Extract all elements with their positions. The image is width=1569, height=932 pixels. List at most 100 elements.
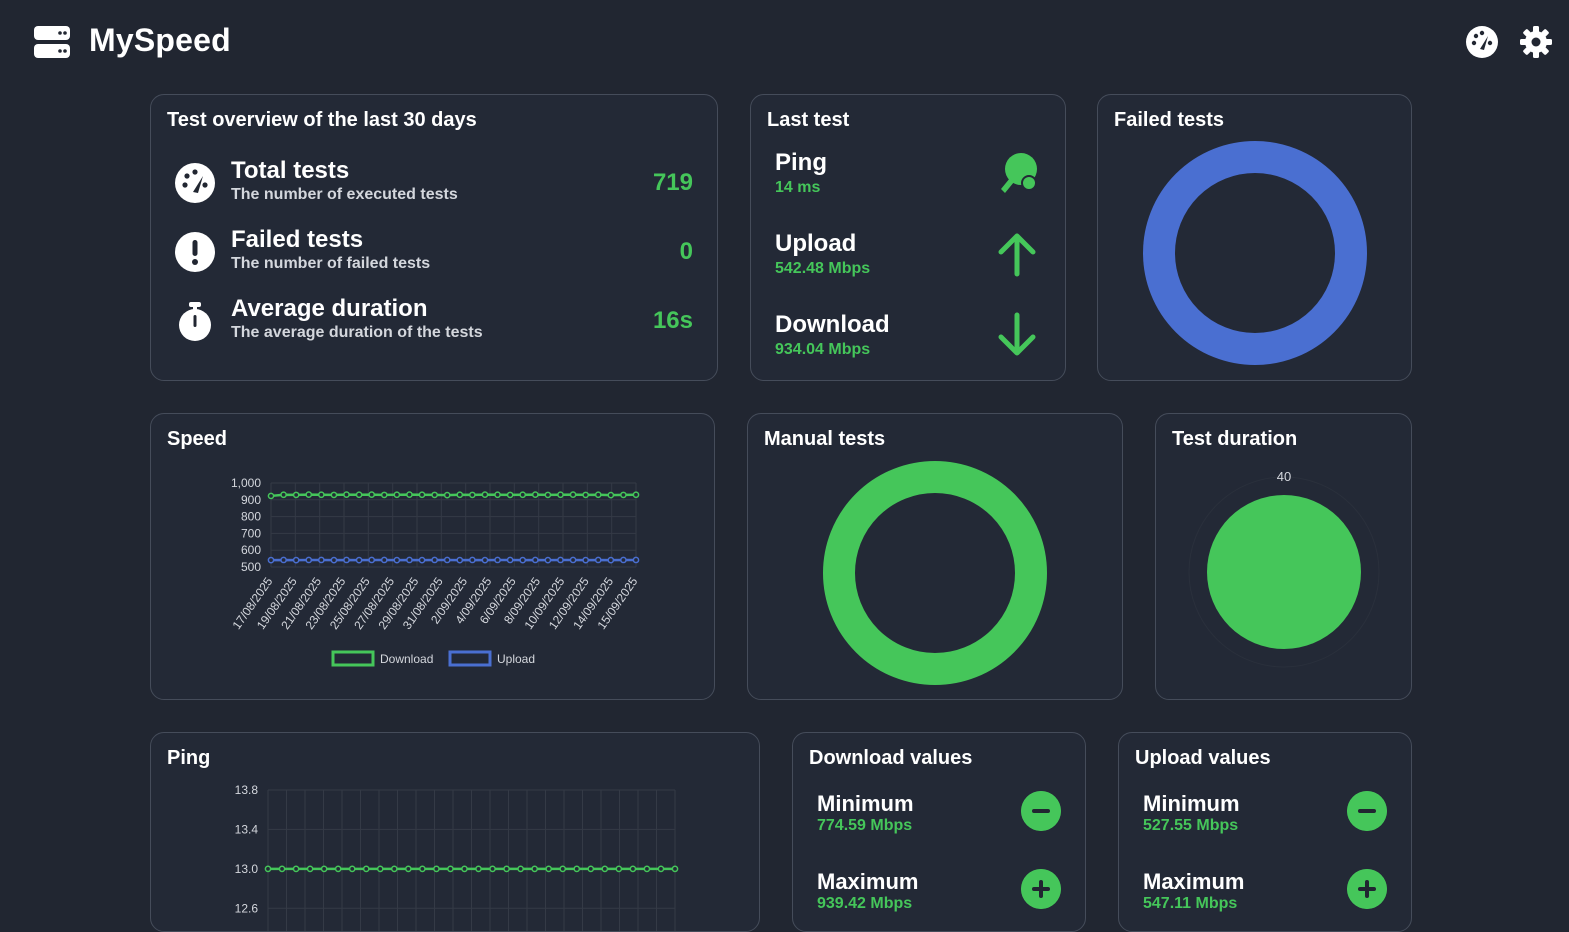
data-point: [268, 493, 273, 498]
test-duration-scale-label: 40: [1277, 469, 1291, 484]
data-point: [583, 492, 588, 497]
last-test-value: 14 ms: [775, 179, 820, 197]
data-point: [608, 558, 613, 563]
data-point: [432, 492, 437, 497]
data-point: [265, 866, 270, 871]
y-tick-label: 900: [241, 493, 261, 507]
download-max-value: 939.42 Mbps: [817, 895, 912, 913]
data-point: [633, 492, 638, 497]
manual-tests-donut: [748, 414, 1123, 700]
overview-label: Failed tests: [231, 226, 363, 254]
minus-icon[interactable]: [1021, 791, 1061, 831]
y-tick-label: 700: [241, 526, 261, 540]
test-duration-card: Test duration 40: [1155, 413, 1412, 700]
exclamation-icon: [174, 231, 216, 273]
overview-sub: The number of executed tests: [231, 186, 458, 204]
legend-swatch: [450, 652, 490, 665]
data-point: [558, 492, 563, 497]
app-title: MySpeed: [89, 22, 231, 59]
speedometer-icon[interactable]: [1465, 25, 1499, 59]
data-point: [630, 866, 635, 871]
data-point: [532, 866, 537, 871]
data-point: [583, 558, 588, 563]
overview-sub: The average duration of the tests: [231, 324, 483, 342]
data-point: [504, 866, 509, 871]
last-test-row-upload: Upload 542.48 Mbps: [751, 230, 1065, 290]
y-tick-label: 1,000: [231, 476, 261, 490]
upload-values-title: Upload values: [1135, 747, 1271, 770]
data-point: [331, 558, 336, 563]
upload-max-value: 547.11 Mbps: [1143, 895, 1237, 913]
data-point: [445, 557, 450, 562]
last-test-card: Last test Ping 14 ms Upload 542.48 Mbps …: [750, 94, 1066, 381]
data-point: [268, 558, 273, 563]
data-point: [331, 492, 336, 497]
y-tick-label: 13.0: [235, 862, 259, 876]
legend-swatch: [333, 652, 373, 665]
download-min-row: Minimum 774.59 Mbps: [793, 791, 1085, 861]
data-point: [621, 492, 626, 497]
y-tick-label: 800: [241, 510, 261, 524]
data-point: [570, 557, 575, 562]
data-point: [470, 492, 475, 497]
data-point: [616, 866, 621, 871]
data-point: [546, 866, 551, 871]
data-point: [570, 492, 575, 497]
data-point: [344, 492, 349, 497]
data-point: [457, 558, 462, 563]
overview-row-duration: Average duration The average duration of…: [151, 295, 717, 355]
overview-title: Test overview of the last 30 days: [167, 109, 477, 132]
legend-label: Upload: [497, 652, 535, 666]
data-point: [357, 558, 362, 563]
data-point: [357, 492, 362, 497]
minus-icon[interactable]: [1347, 791, 1387, 831]
data-point: [382, 557, 387, 562]
data-point: [520, 492, 525, 497]
data-point: [508, 492, 513, 497]
server-icon: [34, 26, 70, 59]
data-point: [419, 492, 424, 497]
data-point: [344, 557, 349, 562]
data-point: [476, 866, 481, 871]
last-test-label: Ping: [775, 149, 827, 177]
data-point: [406, 866, 411, 871]
data-point: [470, 557, 475, 562]
data-point: [336, 866, 341, 871]
data-point: [294, 558, 299, 563]
data-point: [281, 557, 286, 562]
data-point: [574, 866, 579, 871]
data-point: [279, 866, 284, 871]
overview-value: 16s: [653, 307, 693, 335]
stopwatch-icon: [174, 300, 216, 342]
gear-icon[interactable]: [1519, 25, 1553, 59]
series-line-download: [271, 495, 636, 496]
overview-row-total: Total tests The number of executed tests…: [151, 157, 717, 217]
data-point: [364, 866, 369, 871]
y-tick-label: 12.6: [235, 901, 259, 915]
data-point: [558, 557, 563, 562]
data-point: [322, 866, 327, 871]
upload-min-row: Minimum 527.55 Mbps: [1119, 791, 1411, 861]
data-point: [644, 866, 649, 871]
data-point: [407, 492, 412, 497]
overview-label: Total tests: [231, 157, 349, 185]
overview-value: 0: [680, 238, 693, 266]
data-point: [533, 492, 538, 497]
data-point: [658, 866, 663, 871]
plus-icon[interactable]: [1347, 869, 1387, 909]
plus-icon[interactable]: [1021, 869, 1061, 909]
data-point: [281, 492, 286, 497]
data-point: [596, 557, 601, 562]
data-point: [350, 866, 355, 871]
overview-row-failed: Failed tests The number of failed tests …: [151, 226, 717, 286]
overview-label: Average duration: [231, 295, 428, 323]
download-max-label: Maximum: [817, 869, 918, 895]
data-point: [382, 492, 387, 497]
data-point: [407, 557, 412, 562]
data-point: [394, 558, 399, 563]
upload-max-label: Maximum: [1143, 869, 1244, 895]
data-point: [462, 866, 467, 871]
data-point: [293, 866, 298, 871]
data-point: [633, 557, 638, 562]
